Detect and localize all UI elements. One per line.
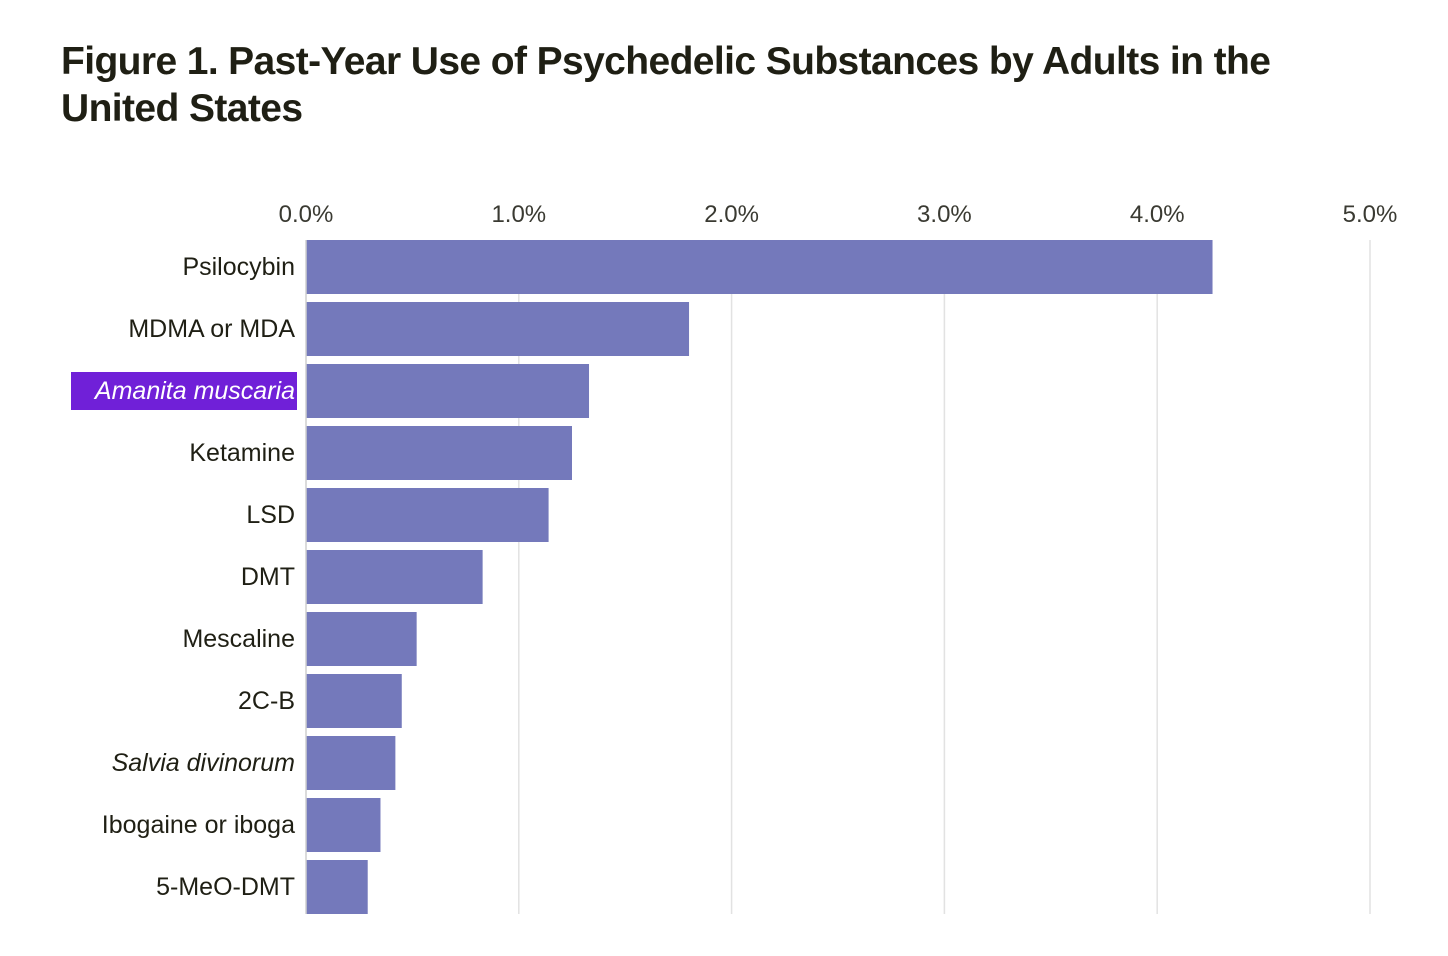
category-label: Ketamine bbox=[189, 439, 295, 467]
category-label: Psilocybin bbox=[182, 253, 295, 281]
bar bbox=[306, 364, 590, 418]
figure-label: Figure 1. bbox=[61, 40, 219, 83]
category-label: LSD bbox=[246, 501, 295, 529]
bar bbox=[306, 860, 368, 914]
bar bbox=[306, 550, 483, 604]
category-label: 2C-B bbox=[238, 687, 295, 715]
category-label: 5-MeO-DMT bbox=[156, 873, 295, 901]
figure-title: Past-Year Use of Psychedelic Substances … bbox=[61, 40, 1271, 130]
x-tick-label: 0.0% bbox=[279, 201, 334, 228]
category-highlight bbox=[71, 372, 297, 410]
bar bbox=[306, 736, 396, 790]
chart-title: Figure 1. Past-Year Use of Psychedelic Su… bbox=[61, 38, 1381, 132]
bar bbox=[306, 240, 1213, 294]
category-label: Salvia divinorum bbox=[112, 749, 295, 777]
x-tick-label: 5.0% bbox=[1343, 201, 1398, 228]
bar bbox=[306, 426, 572, 480]
bar bbox=[306, 674, 402, 728]
x-tick-label: 2.0% bbox=[704, 201, 759, 228]
bar bbox=[306, 488, 549, 542]
category-label: Ibogaine or iboga bbox=[102, 811, 295, 839]
x-tick-label: 3.0% bbox=[917, 201, 972, 228]
category-label: MDMA or MDA bbox=[128, 315, 295, 343]
bar bbox=[306, 612, 417, 666]
x-tick-label: 4.0% bbox=[1130, 201, 1185, 228]
x-tick-label: 1.0% bbox=[491, 201, 546, 228]
category-label: Mescaline bbox=[182, 625, 295, 653]
category-label: Amanita muscaria bbox=[93, 377, 295, 405]
bar bbox=[306, 798, 381, 852]
category-label: DMT bbox=[241, 563, 295, 591]
bar bbox=[306, 302, 690, 356]
